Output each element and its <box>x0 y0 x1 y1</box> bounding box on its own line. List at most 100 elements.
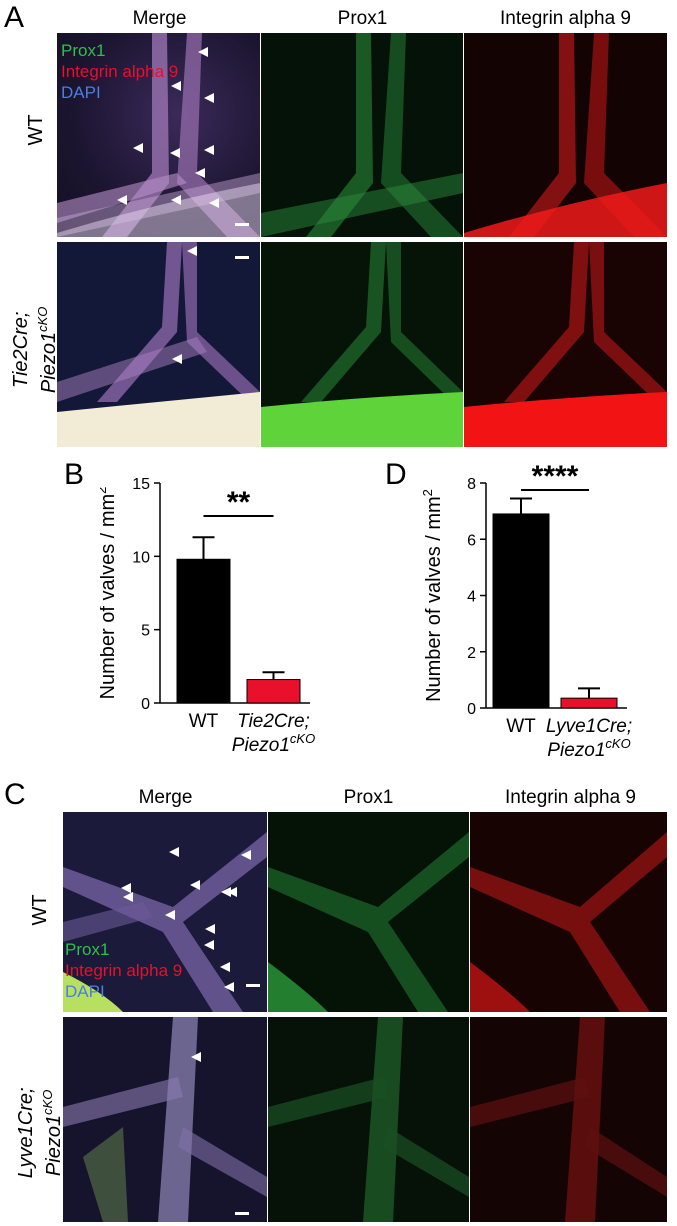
row-label-wt-c: WT <box>29 894 51 926</box>
valve-arrow-icon <box>187 246 197 256</box>
category-sup: cKO <box>605 736 630 751</box>
vessel-drawing <box>464 242 667 447</box>
column-header-prox1: Prox1 <box>337 8 388 29</box>
vessel-drawing <box>57 242 260 447</box>
row-label-knockout-c: Lyve1Cre; Piezo1cKO <box>15 1068 65 1198</box>
panel-label-b: B <box>64 458 85 491</box>
valve-arrow-icon <box>190 880 200 890</box>
genotype-line1: Lyve1Cre; <box>15 1087 38 1179</box>
valve-arrow-icon <box>221 887 231 897</box>
vessel-drawing <box>470 832 667 1012</box>
valve-arrow-icon <box>204 93 214 103</box>
panel-label-d: D <box>385 458 407 491</box>
valve-arrow-icon <box>204 145 214 155</box>
valve-arrow-icon <box>169 847 179 857</box>
chart-d: 0 2 4 6 8 Number of valves / mm2 WT Lyve1Cre;Pi… <box>420 460 632 761</box>
image-a-ko-integrin <box>464 242 667 447</box>
vessel-drawing <box>63 1017 267 1222</box>
y-tick-label: 2 <box>467 645 476 662</box>
image-c-wt-prox1 <box>268 812 469 1012</box>
valve-arrow-icon <box>165 910 175 920</box>
image-a-wt-merge: Prox1 Integrin alpha 9 DAPI <box>57 33 260 237</box>
column-header-merge: Merge <box>132 8 187 29</box>
legend-dapi: DAPI <box>65 982 105 1001</box>
image-a-ko-merge <box>57 242 260 447</box>
scale-bar <box>246 984 260 987</box>
scale-bar <box>235 223 249 226</box>
vessel-drawing <box>57 33 260 237</box>
y-axis-label-sup: 2 <box>420 489 435 496</box>
vessel-drawing <box>63 832 267 1012</box>
genotype-sup: cKO <box>35 306 51 332</box>
x-category-label-wt: WT <box>506 716 536 737</box>
legend-a: Prox1 Integrin alpha 9 DAPI <box>61 40 178 103</box>
valve-arrow-icon <box>195 168 205 178</box>
image-a-wt-prox1 <box>261 33 463 237</box>
valve-arrow-icon <box>123 892 133 902</box>
category-sup: cKO <box>290 731 315 746</box>
bar-wt <box>176 558 231 704</box>
vessel-drawing <box>268 1017 469 1222</box>
legend-prox1: Prox1 <box>65 940 110 959</box>
y-axis-label: Number of valves / mm2 <box>100 487 119 700</box>
valve-arrow-icon <box>198 47 208 57</box>
bar-knockout <box>246 679 301 704</box>
row-label-wt-a: WT <box>25 114 47 146</box>
row-label-knockout-a: Tie2Cre; Piezo1cKO <box>10 290 60 410</box>
significance-stars: **** <box>532 460 579 493</box>
bar-knockout <box>560 697 618 709</box>
legend-integrin: Integrin alpha 9 <box>61 62 179 81</box>
x-category-label-knockout-line2: Piezo1cKO <box>232 731 315 756</box>
legend-prox1: Prox1 <box>61 41 106 60</box>
valve-arrow-icon <box>117 195 127 205</box>
genotype-line2: Piezo1cKO <box>32 290 60 410</box>
valve-arrow-icon <box>171 195 181 205</box>
legend-c: Prox1 Integrin alpha 9 DAPI <box>65 939 182 1002</box>
valve-arrow-icon <box>172 354 182 364</box>
image-c-ko-integrin <box>470 1017 667 1222</box>
image-c-ko-merge <box>63 1017 267 1222</box>
y-tick-label: 10 <box>132 549 150 566</box>
panel-label-c: C <box>4 778 26 811</box>
column-header-integrin-c: Integrin alpha 9 <box>505 787 636 808</box>
valve-arrow-icon <box>220 962 230 972</box>
scale-bar <box>235 256 249 259</box>
valve-arrow-icon <box>241 850 251 860</box>
genotype-line2: Piezo1cKO <box>37 1068 65 1198</box>
y-tick-label: 15 <box>132 476 150 493</box>
y-tick-label: 6 <box>467 532 476 549</box>
y-tick-label: 0 <box>467 701 476 718</box>
column-header-merge-c: Merge <box>138 787 193 808</box>
valve-arrow-icon <box>205 924 215 934</box>
x-category-label-knockout: Lyve1Cre; <box>546 716 632 737</box>
chart-b: 0 5 10 15 Number of valves / mm2 WT Tie2Cre;Pi… <box>100 476 315 756</box>
vessel-drawing <box>268 832 469 1012</box>
y-axis-label: Number of valves / mm2 <box>420 489 445 702</box>
scale-bar <box>235 1212 249 1215</box>
valve-arrow-icon <box>121 883 131 893</box>
column-header-prox1-c: Prox1 <box>343 787 394 808</box>
valve-arrow-icon <box>191 1052 201 1062</box>
valve-arrow-icon <box>170 148 180 158</box>
legend-integrin: Integrin alpha 9 <box>65 961 183 980</box>
image-c-wt-integrin <box>470 812 667 1012</box>
genotype-sup: cKO <box>40 1089 56 1115</box>
y-tick-label: 0 <box>141 696 150 713</box>
panel-label-a: A <box>4 1 25 34</box>
image-c-wt-merge: Prox1 Integrin alpha 9 DAPI <box>63 812 267 1012</box>
image-a-wt-integrin <box>464 33 667 237</box>
vessel-drawing <box>470 1017 667 1222</box>
genotype-line1: Tie2Cre; <box>10 311 33 389</box>
x-category-label-knockout-line2: Piezo1cKO <box>547 736 630 761</box>
y-tick-label: 4 <box>467 589 476 606</box>
bar-wt <box>492 513 550 709</box>
y-tick-label: 5 <box>141 623 150 640</box>
valve-arrow-icon <box>204 940 214 950</box>
valve-arrow-icon <box>133 143 143 153</box>
y-axis-label-sup: 2 <box>100 487 109 494</box>
valve-arrow-icon <box>171 81 181 91</box>
image-a-ko-prox1 <box>261 242 463 447</box>
column-header-integrin: Integrin alpha 9 <box>500 8 631 29</box>
vessel-drawing <box>464 33 667 237</box>
vessel-drawing <box>261 242 463 447</box>
